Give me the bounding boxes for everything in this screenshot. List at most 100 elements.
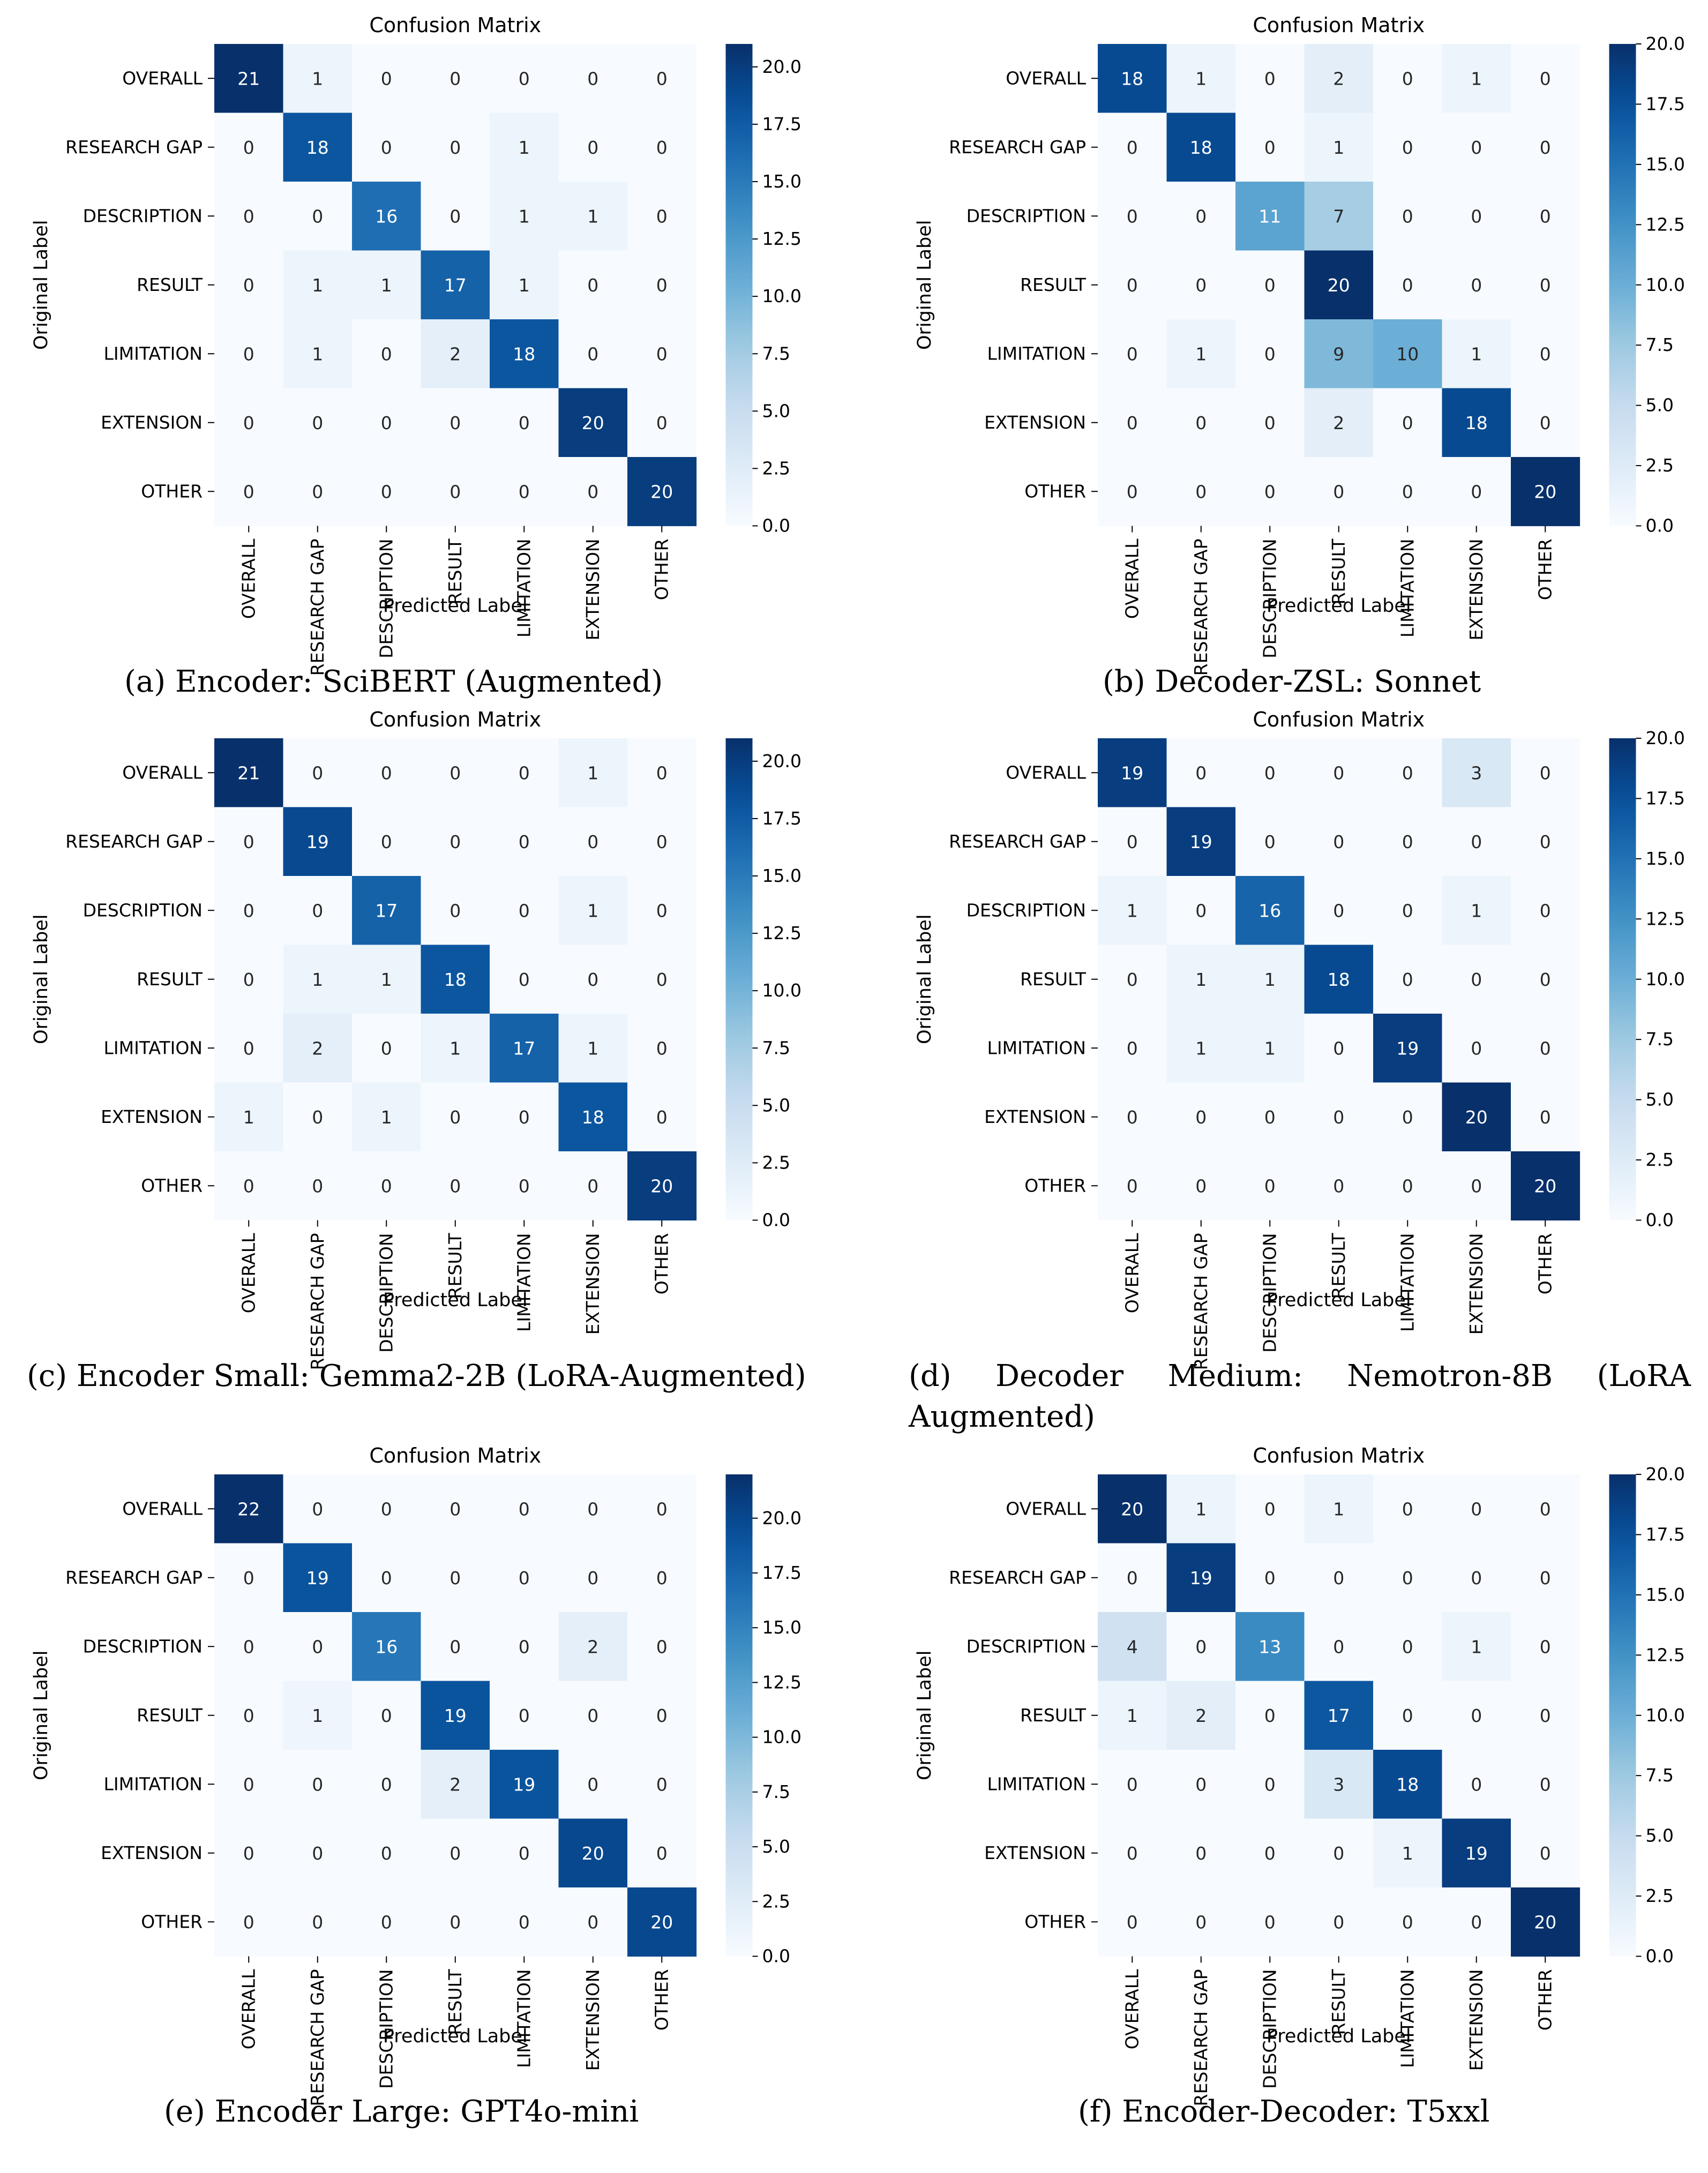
cell-value-label: 0	[1402, 481, 1413, 502]
heatmap-cell	[352, 1474, 422, 1544]
colorbar-tick-label: 7.5	[762, 1781, 790, 1802]
heatmap-cell	[627, 1543, 697, 1613]
heatmap-cell	[627, 1887, 697, 1957]
heatmap-cell	[214, 113, 284, 182]
heatmap-cell	[283, 250, 353, 320]
cell-value-label: 0	[1540, 762, 1551, 783]
subfigure-caption: (e) Encoder Large: GPT4o-mini	[164, 2094, 639, 2129]
y-tick-label: EXTENSION	[101, 1842, 203, 1863]
heatmap-cell	[214, 1151, 284, 1221]
heatmap-cell	[1511, 1082, 1580, 1152]
cell-value-label: 0	[450, 1175, 461, 1196]
heatmap-cell	[1098, 319, 1167, 389]
heatmap-cell	[214, 182, 284, 251]
heatmap-cell	[1373, 457, 1443, 527]
cell-value-label: 0	[243, 413, 254, 433]
cell-value-label: 0	[1540, 137, 1551, 158]
colorbar-tick-label: 15.0	[762, 171, 801, 192]
cell-value-label: 0	[519, 413, 530, 433]
colorbar-tick-label: 10.0	[1646, 969, 1685, 990]
heatmap-cell	[1166, 388, 1236, 458]
cell-value-label: 0	[381, 1038, 392, 1059]
heatmap-cell	[1166, 1014, 1236, 1083]
heatmap-cell	[627, 876, 697, 946]
cell-value-label: 19	[513, 1774, 535, 1795]
cell-value-label: 0	[1471, 1568, 1482, 1588]
cell-value-label: 0	[1402, 1912, 1413, 1932]
heatmap-cell	[283, 945, 353, 1014]
chart-title: Confusion Matrix	[369, 13, 541, 37]
heatmap-cell	[283, 1082, 353, 1152]
cell-value-label: 0	[1471, 969, 1482, 990]
cell-value-label: 21	[237, 68, 260, 89]
heatmap-cell	[283, 1750, 353, 1819]
heatmap-cell	[558, 1612, 628, 1682]
cell-value-label: 0	[1195, 481, 1207, 502]
colorbar-tick-label: 0.0	[1646, 1210, 1674, 1231]
cell-value-label: 0	[1127, 1774, 1138, 1795]
cell-value-label: 0	[1471, 206, 1482, 227]
cell-value-label: 0	[1402, 137, 1413, 158]
cell-value-label: 0	[1402, 1636, 1413, 1657]
heatmap-cell	[352, 876, 422, 946]
heatmap-cell	[352, 1818, 422, 1888]
cell-value-label: 1	[1195, 68, 1207, 89]
cell-value-label: 0	[1471, 1175, 1482, 1196]
colorbar-tick-label: 20.0	[1646, 728, 1685, 748]
colorbar-tick-label: 2.5	[762, 458, 790, 478]
cell-value-label: 0	[656, 762, 668, 783]
cell-value-label: 0	[1264, 1498, 1276, 1519]
cell-value-label: 0	[450, 413, 461, 433]
cell-value-label: 0	[1402, 831, 1413, 852]
cell-value-label: 0	[1127, 343, 1138, 364]
heatmap-cell	[627, 1014, 697, 1083]
heatmap-cell	[627, 1474, 697, 1544]
heatmap-cell	[490, 876, 559, 946]
heatmap-cell	[283, 807, 353, 876]
cell-value-label: 0	[1195, 275, 1207, 296]
y-tick-label: OVERALL	[122, 68, 203, 88]
heatmap-cell	[1511, 1612, 1580, 1682]
cell-value-label: 1	[1127, 1705, 1138, 1726]
heatmap-cell	[627, 457, 697, 527]
colorbar-tick-label: 10.0	[1646, 1705, 1685, 1726]
colorbar-tick-label: 17.5	[1646, 788, 1685, 808]
heatmap-cell	[1511, 44, 1580, 114]
cell-value-label: 0	[587, 1175, 598, 1196]
cell-value-label: 20	[650, 1175, 673, 1196]
cell-value-label: 0	[1540, 343, 1551, 364]
colorbar-tick-label: 7.5	[1646, 1029, 1674, 1050]
cell-value-label: 0	[1540, 1636, 1551, 1657]
heatmap-cell	[421, 44, 490, 114]
colorbar-tick-label: 10.0	[762, 286, 801, 306]
cell-value-label: 0	[519, 1568, 530, 1588]
heatmap-cell	[421, 1750, 490, 1819]
heatmap-cell	[1098, 1681, 1167, 1750]
subfigure-caption: (c) Encoder Small: Gemma2-2B (LoRA-Augme…	[27, 1359, 806, 1393]
y-tick-label: RESULT	[137, 1705, 203, 1726]
heatmap-cell	[558, 1818, 628, 1888]
cell-value-label: 0	[1333, 900, 1344, 921]
cell-value-label: 0	[243, 275, 254, 296]
cell-value-label: 0	[1471, 275, 1482, 296]
x-tick-label: RESEARCH GAP	[1190, 1233, 1211, 1370]
heatmap-cell	[214, 1612, 284, 1682]
heatmap-cell	[1304, 44, 1374, 114]
x-tick-label: OTHER	[651, 1969, 672, 2031]
heatmap-cell	[1373, 1151, 1443, 1221]
cell-value-label: 0	[243, 969, 254, 990]
cell-value-label: 0	[450, 831, 461, 852]
x-tick-label: DESCRIPTION	[376, 539, 396, 658]
heatmap-cell	[490, 44, 559, 114]
heatmap-cell	[1511, 1818, 1580, 1888]
x-axis-label: Predicted Label	[383, 2026, 528, 2047]
heatmap-cell	[1166, 44, 1236, 114]
cell-value-label: 0	[587, 1774, 598, 1795]
y-axis-label: Original Label	[914, 914, 935, 1044]
cell-value-label: 16	[1258, 900, 1281, 921]
heatmap-cell	[283, 1612, 353, 1682]
heatmap-cell	[421, 182, 490, 251]
cell-value-label: 0	[1402, 1705, 1413, 1726]
